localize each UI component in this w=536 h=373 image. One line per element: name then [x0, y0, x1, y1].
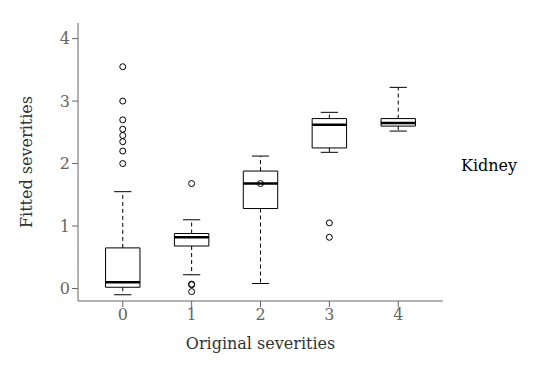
svg-text:0: 0 [60, 279, 70, 298]
svg-text:Fitted severities: Fitted severities [17, 95, 36, 227]
svg-text:3: 3 [324, 305, 334, 324]
svg-text:2: 2 [255, 305, 265, 324]
svg-text:Original severities: Original severities [186, 334, 335, 353]
svg-text:1: 1 [187, 305, 197, 324]
html-text:Kidney: Kidney [461, 156, 518, 175]
svg-text:3: 3 [60, 91, 70, 110]
svg-text:0: 0 [118, 305, 128, 324]
svg-text:4: 4 [393, 305, 403, 324]
svg-text:1: 1 [60, 216, 70, 235]
svg-text:4: 4 [60, 29, 70, 48]
svg-text:2: 2 [60, 154, 70, 173]
